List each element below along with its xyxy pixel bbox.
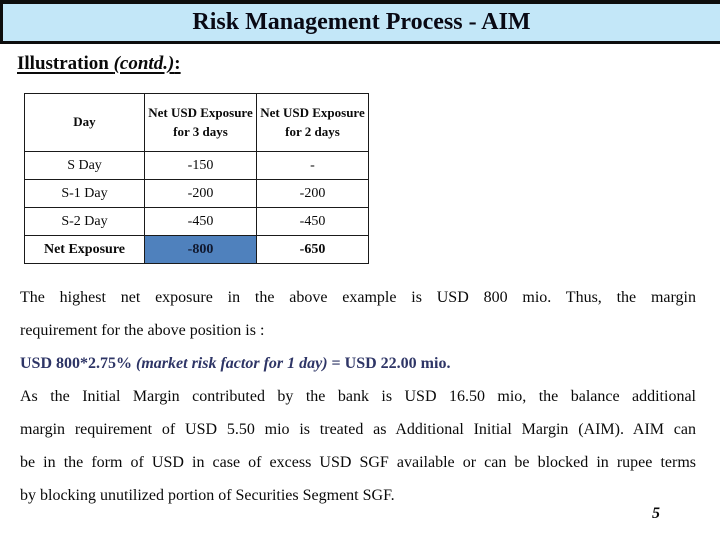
table-cell: -450 bbox=[144, 207, 257, 236]
table-cell: S Day bbox=[24, 151, 145, 180]
page-number: 5 bbox=[652, 505, 660, 522]
formula-pre: USD 800*2.75% bbox=[20, 355, 137, 372]
table-cell: -200 bbox=[256, 179, 369, 208]
heading-contd: (contd.) bbox=[113, 53, 175, 74]
paragraph-aim-explanation: As the Initial Margin contributed by the… bbox=[20, 380, 696, 512]
table-header-row: Day Net USD Exposure for 3 days Net USD Ex… bbox=[24, 93, 369, 152]
formula-italic: (market risk factor for 1 day) bbox=[136, 355, 328, 372]
table-row: Net Exposure -800 -650 bbox=[24, 235, 369, 264]
text-line: by blocking unutilized portion of Securi… bbox=[20, 487, 395, 504]
table-cell: S-2 Day bbox=[24, 207, 145, 236]
table-cell: -450 bbox=[256, 207, 369, 236]
table-row: S Day -150- bbox=[24, 151, 369, 180]
text-line: be in the form of USD in case of excess … bbox=[20, 454, 696, 471]
exposure-table: Day Net USD Exposure for 3 days Net USD Ex… bbox=[24, 93, 369, 264]
table-row: S-2 Day -450 -450 bbox=[24, 207, 369, 236]
text-line: margin requirement of USD 5.50 mio is tr… bbox=[20, 421, 696, 438]
table-header-cell: Net USD Exposure for 3 days bbox=[144, 93, 257, 152]
section-heading: Illustration (contd.): bbox=[17, 53, 181, 75]
slide-title-bar: Risk Management Process - AIM bbox=[0, 0, 720, 44]
table-cell: -650 bbox=[256, 235, 369, 264]
paragraph-margin-requirement: The highest net exposure in the above ex… bbox=[20, 281, 696, 347]
table-cell: -150 bbox=[144, 151, 257, 180]
text-line: requirement for the above position is : bbox=[20, 322, 265, 339]
exposure-table-header: Day Net USD Exposure for 3 days Net USD Ex… bbox=[24, 93, 369, 152]
formula-line: USD 800*2.75% (market risk factor for 1 … bbox=[20, 347, 696, 380]
table-row: S-1 Day -200 -200 bbox=[24, 179, 369, 208]
table-cell: -200 bbox=[144, 179, 257, 208]
table-cell: Net Exposure bbox=[24, 235, 145, 264]
heading-colon: : bbox=[174, 53, 181, 74]
slide-title: Risk Management Process - AIM bbox=[192, 9, 531, 35]
table-cell: - bbox=[256, 151, 369, 180]
table-cell: -800 bbox=[144, 235, 257, 264]
formula-post: = USD 22.00 mio. bbox=[327, 355, 451, 372]
exposure-table-body: S Day -150- S-1 Day -200 -200 S-2 Day -450 -450… bbox=[24, 151, 369, 264]
heading-main: Illustration bbox=[17, 53, 114, 74]
body-text: The highest net exposure in the above ex… bbox=[20, 281, 696, 512]
table-header-cell: Net USD Exposure for 2 days bbox=[256, 93, 369, 152]
table-cell: S-1 Day bbox=[24, 179, 145, 208]
table-header-cell: Day bbox=[24, 93, 145, 152]
text-line: As the Initial Margin contributed by the… bbox=[20, 388, 696, 405]
text-line: The highest net exposure in the above ex… bbox=[20, 289, 696, 306]
